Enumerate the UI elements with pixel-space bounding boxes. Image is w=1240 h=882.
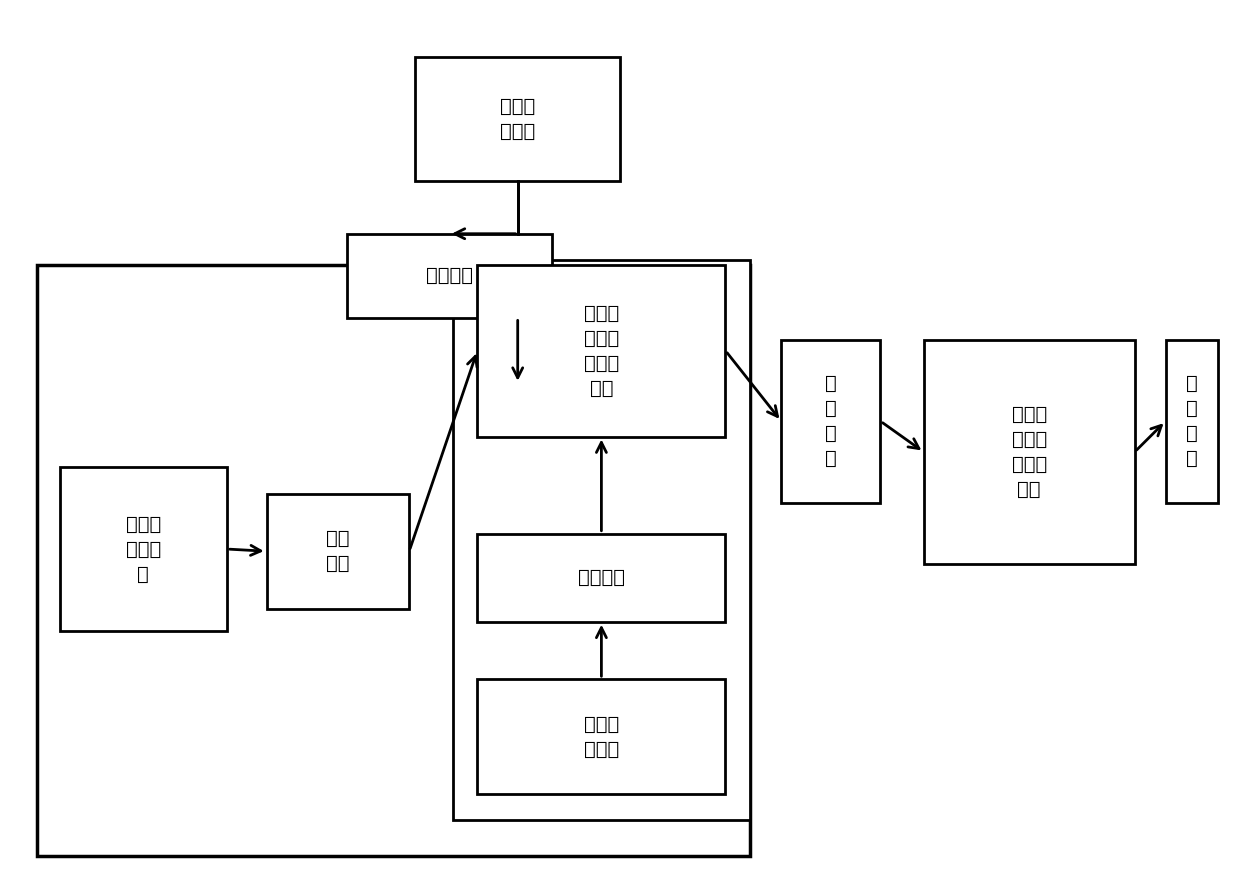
Text: 提供
电能: 提供 电能 bbox=[326, 529, 350, 573]
Text: 车
辆
载
荷: 车 辆 载 荷 bbox=[1185, 374, 1198, 468]
Text: 提供支撑: 提供支撑 bbox=[427, 266, 472, 285]
Text: 发送图片: 发送图片 bbox=[578, 568, 625, 587]
FancyBboxPatch shape bbox=[1166, 340, 1218, 503]
Text: 太阳能
供电系
统: 太阳能 供电系 统 bbox=[125, 514, 161, 584]
FancyBboxPatch shape bbox=[37, 265, 750, 856]
FancyBboxPatch shape bbox=[477, 534, 725, 622]
Text: 支撑固
定装置: 支撑固 定装置 bbox=[500, 97, 536, 141]
FancyBboxPatch shape bbox=[781, 340, 880, 503]
FancyBboxPatch shape bbox=[477, 679, 725, 794]
FancyBboxPatch shape bbox=[453, 260, 750, 820]
FancyBboxPatch shape bbox=[60, 467, 227, 631]
FancyBboxPatch shape bbox=[267, 494, 409, 609]
FancyBboxPatch shape bbox=[924, 340, 1135, 564]
Text: 图片分
析与数
据处理
系统: 图片分 析与数 据处理 系统 bbox=[1012, 405, 1047, 499]
Text: 高速摄
像装置: 高速摄 像装置 bbox=[584, 714, 619, 759]
FancyBboxPatch shape bbox=[415, 57, 620, 181]
Text: 发
送
图
片: 发 送 图 片 bbox=[825, 374, 837, 468]
FancyBboxPatch shape bbox=[347, 234, 552, 318]
FancyBboxPatch shape bbox=[477, 265, 725, 437]
Text: 无线数
据采集
与传输
装置: 无线数 据采集 与传输 装置 bbox=[584, 303, 619, 398]
